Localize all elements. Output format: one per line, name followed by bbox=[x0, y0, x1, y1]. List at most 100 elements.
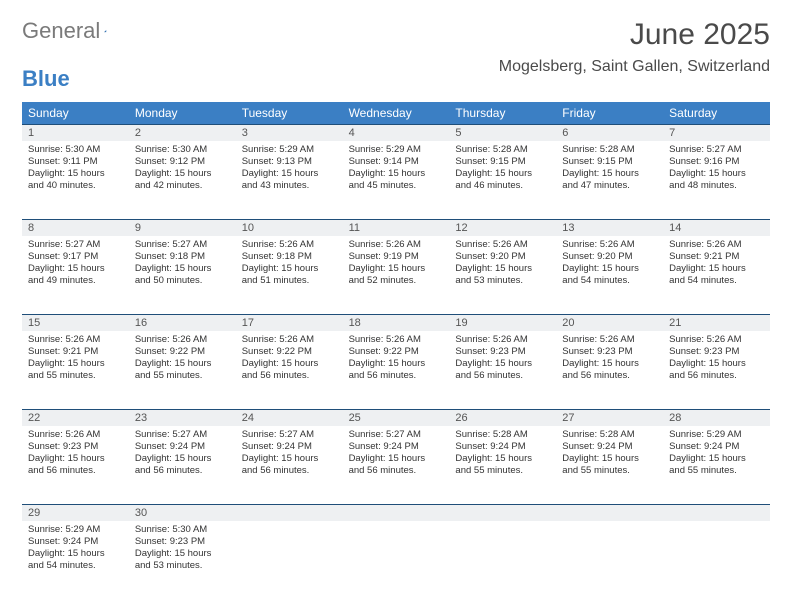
daylight-line: Daylight: 15 hours and 56 minutes. bbox=[242, 453, 337, 477]
sunrise-line: Sunrise: 5:26 AM bbox=[562, 239, 657, 251]
sunrise-line: Sunrise: 5:26 AM bbox=[455, 334, 550, 346]
daylight-line: Daylight: 15 hours and 47 minutes. bbox=[562, 168, 657, 192]
calendar: Sunday Monday Tuesday Wednesday Thursday… bbox=[22, 102, 770, 599]
daylight-line: Daylight: 15 hours and 56 minutes. bbox=[28, 453, 123, 477]
sunset-line: Sunset: 9:24 PM bbox=[562, 441, 657, 453]
day-cell: Sunrise: 5:30 AMSunset: 9:23 PMDaylight:… bbox=[129, 521, 236, 599]
daylight-line: Daylight: 15 hours and 56 minutes. bbox=[669, 358, 764, 382]
sunrise-line: Sunrise: 5:27 AM bbox=[242, 429, 337, 441]
sunset-line: Sunset: 9:12 PM bbox=[135, 156, 230, 168]
day-cell: Sunrise: 5:26 AMSunset: 9:21 PMDaylight:… bbox=[22, 331, 129, 409]
sunrise-line: Sunrise: 5:26 AM bbox=[28, 429, 123, 441]
day-cell: Sunrise: 5:28 AMSunset: 9:15 PMDaylight:… bbox=[556, 141, 663, 219]
sunrise-line: Sunrise: 5:26 AM bbox=[28, 334, 123, 346]
weeks-container: 1234567Sunrise: 5:30 AMSunset: 9:11 PMDa… bbox=[22, 124, 770, 599]
day-cell: Sunrise: 5:30 AMSunset: 9:12 PMDaylight:… bbox=[129, 141, 236, 219]
day-number: 29 bbox=[22, 505, 129, 521]
sunrise-line: Sunrise: 5:28 AM bbox=[562, 144, 657, 156]
day-cell bbox=[236, 521, 343, 599]
day-cell: Sunrise: 5:26 AMSunset: 9:23 PMDaylight:… bbox=[556, 331, 663, 409]
sunset-line: Sunset: 9:19 PM bbox=[349, 251, 444, 263]
weekday-fri: Friday bbox=[556, 102, 663, 124]
sunset-line: Sunset: 9:23 PM bbox=[455, 346, 550, 358]
week-row: Sunrise: 5:26 AMSunset: 9:21 PMDaylight:… bbox=[22, 331, 770, 409]
sunset-line: Sunset: 9:22 PM bbox=[242, 346, 337, 358]
day-cell: Sunrise: 5:27 AMSunset: 9:24 PMDaylight:… bbox=[343, 426, 450, 504]
daylight-line: Daylight: 15 hours and 56 minutes. bbox=[349, 453, 444, 477]
weekday-wed: Wednesday bbox=[343, 102, 450, 124]
sunset-line: Sunset: 9:13 PM bbox=[242, 156, 337, 168]
day-number: 25 bbox=[343, 410, 450, 426]
daylight-line: Daylight: 15 hours and 53 minutes. bbox=[135, 548, 230, 572]
week-row: Sunrise: 5:29 AMSunset: 9:24 PMDaylight:… bbox=[22, 521, 770, 599]
day-cell: Sunrise: 5:27 AMSunset: 9:17 PMDaylight:… bbox=[22, 236, 129, 314]
sunset-line: Sunset: 9:22 PM bbox=[349, 346, 444, 358]
daylight-line: Daylight: 15 hours and 55 minutes. bbox=[562, 453, 657, 477]
day-number: 22 bbox=[22, 410, 129, 426]
daylight-line: Daylight: 15 hours and 54 minutes. bbox=[28, 548, 123, 572]
sunrise-line: Sunrise: 5:27 AM bbox=[135, 239, 230, 251]
sunrise-line: Sunrise: 5:28 AM bbox=[562, 429, 657, 441]
day-number: 9 bbox=[129, 220, 236, 236]
day-cell: Sunrise: 5:27 AMSunset: 9:24 PMDaylight:… bbox=[129, 426, 236, 504]
day-number: 17 bbox=[236, 315, 343, 331]
day-number: 14 bbox=[663, 220, 770, 236]
day-number: 13 bbox=[556, 220, 663, 236]
day-number: 7 bbox=[663, 125, 770, 141]
weekday-header: Sunday Monday Tuesday Wednesday Thursday… bbox=[22, 102, 770, 124]
daylight-line: Daylight: 15 hours and 55 minutes. bbox=[455, 453, 550, 477]
logo-text-gray: General bbox=[22, 18, 100, 44]
day-number: 3 bbox=[236, 125, 343, 141]
sunrise-line: Sunrise: 5:26 AM bbox=[669, 239, 764, 251]
day-cell: Sunrise: 5:26 AMSunset: 9:20 PMDaylight:… bbox=[449, 236, 556, 314]
day-cell: Sunrise: 5:26 AMSunset: 9:19 PMDaylight:… bbox=[343, 236, 450, 314]
sunrise-line: Sunrise: 5:29 AM bbox=[349, 144, 444, 156]
location-text: Mogelsberg, Saint Gallen, Switzerland bbox=[499, 58, 770, 76]
day-number bbox=[663, 505, 770, 521]
day-cell: Sunrise: 5:29 AMSunset: 9:24 PMDaylight:… bbox=[663, 426, 770, 504]
sunset-line: Sunset: 9:15 PM bbox=[455, 156, 550, 168]
day-number: 19 bbox=[449, 315, 556, 331]
daylight-line: Daylight: 15 hours and 56 minutes. bbox=[135, 453, 230, 477]
sunset-line: Sunset: 9:23 PM bbox=[669, 346, 764, 358]
day-cell: Sunrise: 5:26 AMSunset: 9:20 PMDaylight:… bbox=[556, 236, 663, 314]
sunset-line: Sunset: 9:24 PM bbox=[242, 441, 337, 453]
sunset-line: Sunset: 9:20 PM bbox=[455, 251, 550, 263]
sunrise-line: Sunrise: 5:29 AM bbox=[242, 144, 337, 156]
sunset-line: Sunset: 9:23 PM bbox=[562, 346, 657, 358]
day-cell bbox=[556, 521, 663, 599]
sunset-line: Sunset: 9:24 PM bbox=[669, 441, 764, 453]
sunrise-line: Sunrise: 5:30 AM bbox=[28, 144, 123, 156]
sunrise-line: Sunrise: 5:29 AM bbox=[28, 524, 123, 536]
day-cell: Sunrise: 5:29 AMSunset: 9:24 PMDaylight:… bbox=[22, 521, 129, 599]
day-number: 26 bbox=[449, 410, 556, 426]
sunset-line: Sunset: 9:24 PM bbox=[28, 536, 123, 548]
weekday-mon: Monday bbox=[129, 102, 236, 124]
day-cell: Sunrise: 5:30 AMSunset: 9:11 PMDaylight:… bbox=[22, 141, 129, 219]
sunrise-line: Sunrise: 5:28 AM bbox=[455, 144, 550, 156]
day-cell bbox=[449, 521, 556, 599]
logo: General bbox=[22, 18, 126, 44]
daylight-line: Daylight: 15 hours and 50 minutes. bbox=[135, 263, 230, 287]
day-number: 11 bbox=[343, 220, 450, 236]
day-cell: Sunrise: 5:27 AMSunset: 9:18 PMDaylight:… bbox=[129, 236, 236, 314]
day-number: 30 bbox=[129, 505, 236, 521]
day-cell: Sunrise: 5:26 AMSunset: 9:22 PMDaylight:… bbox=[236, 331, 343, 409]
sunset-line: Sunset: 9:16 PM bbox=[669, 156, 764, 168]
week-row: Sunrise: 5:30 AMSunset: 9:11 PMDaylight:… bbox=[22, 141, 770, 219]
sunrise-line: Sunrise: 5:26 AM bbox=[669, 334, 764, 346]
daylight-line: Daylight: 15 hours and 51 minutes. bbox=[242, 263, 337, 287]
day-cell: Sunrise: 5:28 AMSunset: 9:24 PMDaylight:… bbox=[556, 426, 663, 504]
day-cell: Sunrise: 5:26 AMSunset: 9:18 PMDaylight:… bbox=[236, 236, 343, 314]
sunrise-line: Sunrise: 5:29 AM bbox=[669, 429, 764, 441]
sunrise-line: Sunrise: 5:30 AM bbox=[135, 144, 230, 156]
sunrise-line: Sunrise: 5:26 AM bbox=[242, 239, 337, 251]
day-number: 20 bbox=[556, 315, 663, 331]
day-cell bbox=[663, 521, 770, 599]
sunrise-line: Sunrise: 5:26 AM bbox=[455, 239, 550, 251]
day-number: 5 bbox=[449, 125, 556, 141]
day-number: 4 bbox=[343, 125, 450, 141]
day-number bbox=[343, 505, 450, 521]
logo-sail-icon bbox=[104, 22, 107, 40]
day-cell: Sunrise: 5:26 AMSunset: 9:23 PMDaylight:… bbox=[449, 331, 556, 409]
